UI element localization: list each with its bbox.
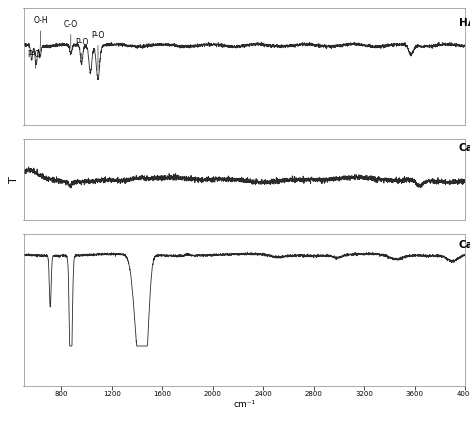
Text: HA: HA bbox=[459, 18, 470, 28]
Text: O-H: O-H bbox=[34, 16, 48, 52]
Text: P-O: P-O bbox=[75, 39, 88, 59]
Y-axis label: T: T bbox=[9, 176, 19, 183]
Text: C-O: C-O bbox=[64, 20, 78, 48]
Text: P-O: P-O bbox=[28, 50, 41, 69]
X-axis label: cm⁻¹: cm⁻¹ bbox=[233, 400, 256, 409]
Text: CaO: CaO bbox=[459, 143, 470, 153]
Text: CaCO₃: CaCO₃ bbox=[459, 240, 470, 250]
Text: P-O: P-O bbox=[91, 31, 105, 70]
